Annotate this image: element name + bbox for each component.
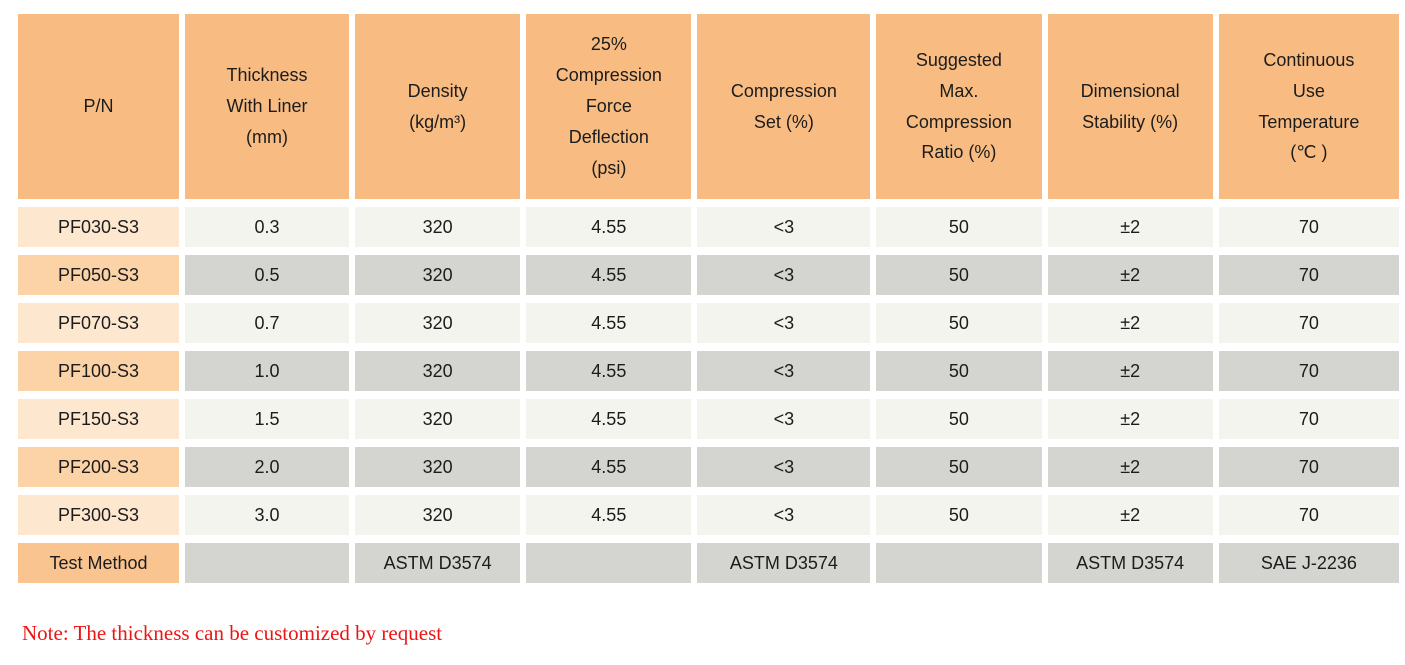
col-header-compression-force-deflection: 25% Compression Force Deflection (psi) <box>526 14 692 199</box>
note-text: Note: The thickness can be customized by… <box>22 621 443 645</box>
cfd-cell: 4.55 <box>526 399 692 439</box>
col-header-compression-set: Compression Set (%) <box>697 14 871 199</box>
col-header-density: Density (kg/m³) <box>354 14 521 199</box>
thickness-cell: 0.5 <box>184 255 349 295</box>
density-cell: 320 <box>354 399 521 439</box>
dimensional-stability-cell: ±2 <box>1047 303 1213 343</box>
thickness-cell: 3.0 <box>184 495 349 535</box>
table-row-pf200: PF200-S3 2.0 320 4.55 <3 50 ±2 70 <box>18 447 1399 487</box>
thickness-cell: 1.0 <box>184 351 349 391</box>
compression-set-cell: <3 <box>697 399 871 439</box>
max-compression-ratio-cell: 50 <box>876 303 1042 343</box>
dimensional-stability-cell: ±2 <box>1047 255 1213 295</box>
cfd-cell: 4.55 <box>526 447 692 487</box>
dimensional-stability-cell: ±2 <box>1047 351 1213 391</box>
pn-cell: PF150-S3 <box>18 399 179 439</box>
cfd-cell: 4.55 <box>526 207 692 247</box>
test-method-label: Test Method <box>18 543 179 583</box>
dimensional-stability-cell: ±2 <box>1047 447 1213 487</box>
thickness-cell: 0.3 <box>184 207 349 247</box>
table-row-pf300: PF300-S3 3.0 320 4.55 <3 50 ±2 70 <box>18 495 1399 535</box>
density-cell: 320 <box>354 303 521 343</box>
test-method-row: Test Method ASTM D3574 ASTM D3574 ASTM D… <box>18 543 1399 583</box>
dimensional-stability-cell: ±2 <box>1047 399 1213 439</box>
compression-set-cell: <3 <box>697 351 871 391</box>
header-row: P/N Thickness With Liner (mm) Density (k… <box>18 14 1399 199</box>
pn-cell: PF200-S3 <box>18 447 179 487</box>
spec-sheet-page: P/N Thickness With Liner (mm) Density (k… <box>12 6 1405 645</box>
use-temperature-cell: 70 <box>1218 447 1399 487</box>
use-temperature-cell: 70 <box>1218 255 1399 295</box>
table-row-pf030: PF030-S3 0.3 320 4.55 <3 50 ±2 70 <box>18 207 1399 247</box>
cfd-cell: 4.55 <box>526 495 692 535</box>
pn-cell: PF070-S3 <box>18 303 179 343</box>
compression-set-cell: <3 <box>697 255 871 295</box>
table-row-pf050: PF050-S3 0.5 320 4.55 <3 50 ±2 70 <box>18 255 1399 295</box>
col-header-suggested-max-compression-ratio: Suggested Max. Compression Ratio (%) <box>876 14 1042 199</box>
max-compression-ratio-cell: 50 <box>876 207 1042 247</box>
col-header-dimensional-stability: Dimensional Stability (%) <box>1047 14 1213 199</box>
pn-cell: PF030-S3 <box>18 207 179 247</box>
test-method-max-compression-ratio <box>876 543 1042 583</box>
test-method-dimensional-stability: ASTM D3574 <box>1047 543 1213 583</box>
table-row-pf100: PF100-S3 1.0 320 4.55 <3 50 ±2 70 <box>18 351 1399 391</box>
thickness-cell: 0.7 <box>184 303 349 343</box>
compression-set-cell: <3 <box>697 495 871 535</box>
compression-set-cell: <3 <box>697 447 871 487</box>
dimensional-stability-cell: ±2 <box>1047 495 1213 535</box>
max-compression-ratio-cell: 50 <box>876 495 1042 535</box>
use-temperature-cell: 70 <box>1218 303 1399 343</box>
max-compression-ratio-cell: 50 <box>876 399 1042 439</box>
col-header-pn: P/N <box>18 14 179 199</box>
use-temperature-cell: 70 <box>1218 399 1399 439</box>
table-row-pf150: PF150-S3 1.5 320 4.55 <3 50 ±2 70 <box>18 399 1399 439</box>
col-header-continuous-use-temperature: Continuous Use Temperature (℃ ) <box>1218 14 1399 199</box>
test-method-compression-set: ASTM D3574 <box>697 543 871 583</box>
thickness-cell: 1.5 <box>184 399 349 439</box>
density-cell: 320 <box>354 447 521 487</box>
dimensional-stability-cell: ±2 <box>1047 207 1213 247</box>
test-method-cfd <box>526 543 692 583</box>
use-temperature-cell: 70 <box>1218 495 1399 535</box>
pn-cell: PF300-S3 <box>18 495 179 535</box>
density-cell: 320 <box>354 351 521 391</box>
density-cell: 320 <box>354 207 521 247</box>
pn-cell: PF100-S3 <box>18 351 179 391</box>
test-method-density: ASTM D3574 <box>354 543 521 583</box>
compression-set-cell: <3 <box>697 207 871 247</box>
table-row-pf070: PF070-S3 0.7 320 4.55 <3 50 ±2 70 <box>18 303 1399 343</box>
test-method-thickness <box>184 543 349 583</box>
thickness-cell: 2.0 <box>184 447 349 487</box>
use-temperature-cell: 70 <box>1218 351 1399 391</box>
col-header-thickness: Thickness With Liner (mm) <box>184 14 349 199</box>
use-temperature-cell: 70 <box>1218 207 1399 247</box>
density-cell: 320 <box>354 255 521 295</box>
max-compression-ratio-cell: 50 <box>876 255 1042 295</box>
compression-set-cell: <3 <box>697 303 871 343</box>
cfd-cell: 4.55 <box>526 255 692 295</box>
spec-table: P/N Thickness With Liner (mm) Density (k… <box>12 6 1405 591</box>
max-compression-ratio-cell: 50 <box>876 447 1042 487</box>
cfd-cell: 4.55 <box>526 351 692 391</box>
pn-cell: PF050-S3 <box>18 255 179 295</box>
test-method-use-temperature: SAE J-2236 <box>1218 543 1399 583</box>
max-compression-ratio-cell: 50 <box>876 351 1042 391</box>
cfd-cell: 4.55 <box>526 303 692 343</box>
density-cell: 320 <box>354 495 521 535</box>
